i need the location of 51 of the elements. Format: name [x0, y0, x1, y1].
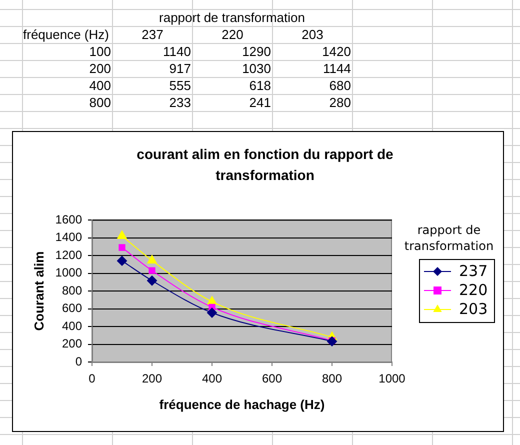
y-tick-label: 800 — [62, 283, 82, 298]
data-label: 1144 — [323, 61, 351, 77]
data-label: 1420 — [322, 44, 351, 60]
x-tick-label: 237 — [142, 27, 164, 43]
point — [117, 230, 127, 239]
point — [207, 308, 217, 318]
y-tick-label: 1200 — [55, 248, 82, 262]
y-tick-label: 600 — [62, 301, 82, 316]
y-axis-title: Courant alim — [31, 251, 46, 331]
y-tick-label: 1000 — [55, 266, 82, 280]
y-tick-label: 400 — [62, 318, 82, 333]
data-label: 280 — [329, 95, 351, 111]
legend-label: 237 — [459, 262, 488, 280]
data-label: 1140 — [163, 44, 191, 60]
point — [147, 254, 157, 264]
data-label: 618 — [249, 78, 271, 94]
chart-title: courant alim en fonction du rapport de transformation — [136, 146, 394, 183]
y-tick-label: 200 — [62, 336, 82, 351]
data-label: 917 — [169, 61, 191, 77]
y-tick-label: 800 — [89, 95, 111, 111]
x-tick-label: 220 — [222, 27, 244, 43]
data-label: 680 — [329, 78, 351, 94]
data-label: 1030 — [242, 61, 271, 77]
point — [118, 244, 126, 251]
y-axis-title: fréquence (Hz) — [23, 27, 109, 43]
point — [147, 276, 157, 286]
x-axis-title: rapport de transformation — [159, 10, 305, 26]
y-tick-label: 0 — [75, 354, 82, 368]
point — [117, 256, 127, 266]
legend-label: 220 — [459, 280, 488, 299]
y-tick-label: 1600 — [55, 212, 82, 226]
x-tick-label: 200 — [142, 372, 162, 386]
point — [207, 296, 217, 305]
point — [148, 267, 156, 274]
y-tick-label: 100 — [89, 44, 111, 60]
x-axis-title: fréquence de hachage (Hz) — [159, 396, 325, 412]
x-tick-label: 1000 — [378, 372, 406, 386]
y-tick-label: 400 — [89, 78, 111, 94]
y-tick-label: 1400 — [55, 230, 82, 244]
x-tick-label: 800 — [322, 372, 342, 386]
x-tick-label: 600 — [262, 372, 282, 386]
legend-title: rapport de transformation — [404, 223, 494, 254]
data-label: 233 — [169, 95, 191, 111]
data-label: 241 — [249, 95, 271, 111]
legend-label: 203 — [459, 300, 488, 318]
x-tick-label: 400 — [202, 372, 222, 386]
data-label: 555 — [169, 78, 191, 94]
data-label: 1290 — [242, 44, 271, 60]
y-tick-label: 200 — [89, 61, 111, 77]
point — [327, 336, 337, 346]
x-tick-label: 203 — [302, 27, 324, 43]
